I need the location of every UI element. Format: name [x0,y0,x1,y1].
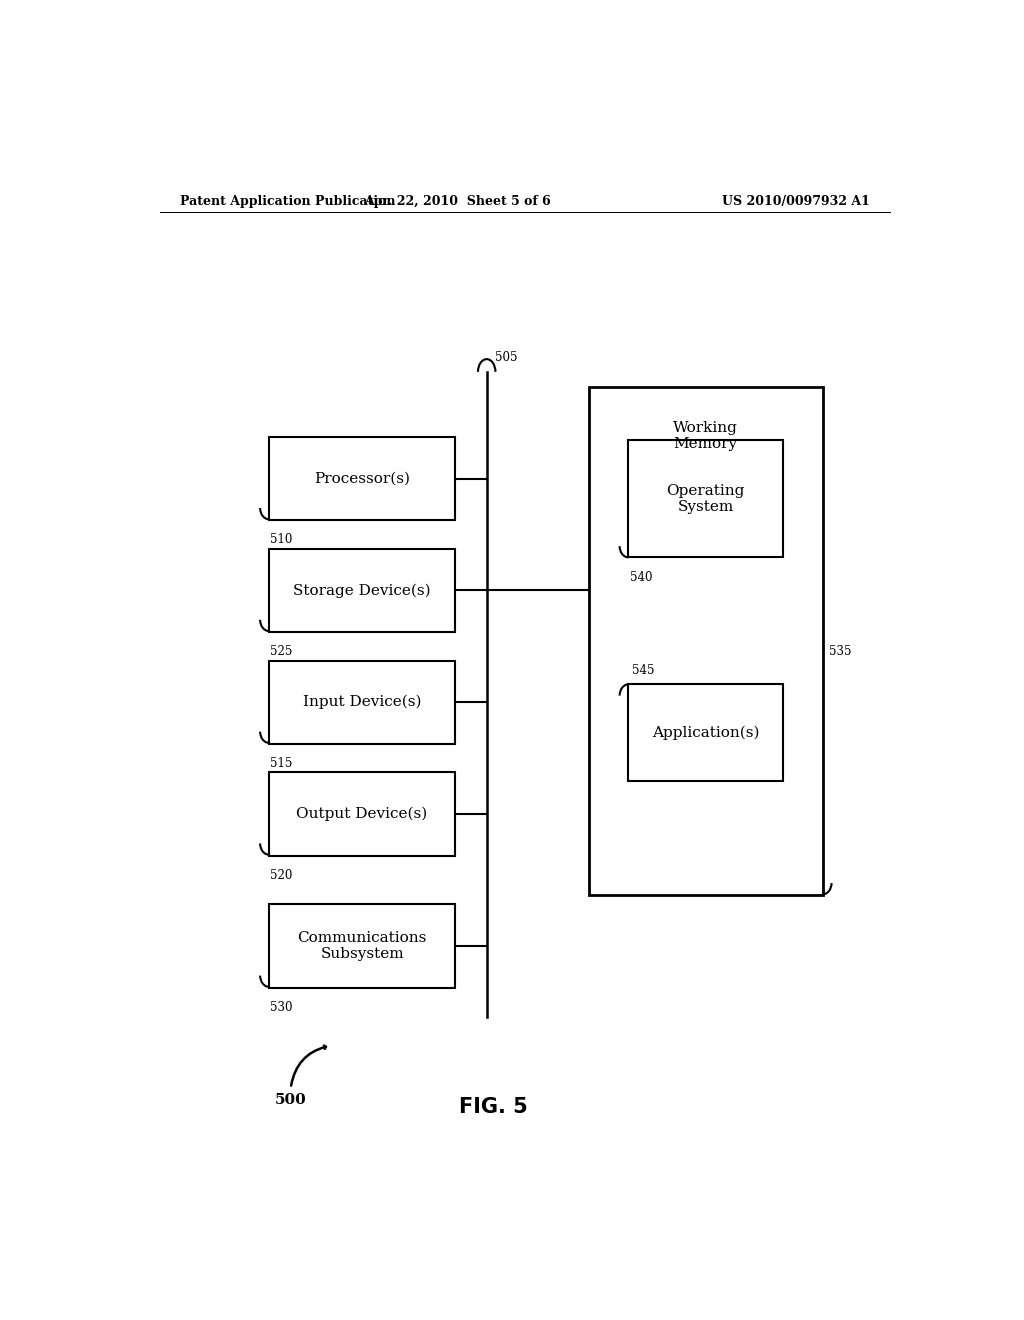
Text: 500: 500 [274,1093,306,1107]
Text: Output Device(s): Output Device(s) [297,807,428,821]
Bar [269,437,456,520]
Text: 510: 510 [270,533,293,546]
Bar [269,660,456,744]
Text: Storage Device(s): Storage Device(s) [293,583,431,598]
Bar [629,684,783,781]
Text: US 2010/0097932 A1: US 2010/0097932 A1 [722,194,870,207]
Text: Communications
Subsystem: Communications Subsystem [297,931,427,961]
Text: FIG. 5: FIG. 5 [459,1097,527,1117]
Text: 525: 525 [270,645,293,659]
Text: 545: 545 [632,664,654,677]
Bar [589,387,823,895]
Text: Application(s): Application(s) [652,726,760,741]
Bar [269,549,456,632]
Text: Operating
System: Operating System [667,484,744,513]
Text: Processor(s): Processor(s) [314,471,410,486]
Text: 535: 535 [829,645,852,657]
Text: 540: 540 [630,570,652,583]
Text: Patent Application Publication: Patent Application Publication [179,194,395,207]
Text: Input Device(s): Input Device(s) [303,694,421,709]
Text: 520: 520 [270,869,293,882]
Bar [629,441,783,557]
Text: Working
Memory: Working Memory [674,421,738,451]
Bar [269,904,456,987]
Text: 530: 530 [270,1001,293,1014]
Text: 505: 505 [495,351,517,364]
Text: Apr. 22, 2010  Sheet 5 of 6: Apr. 22, 2010 Sheet 5 of 6 [364,194,551,207]
Bar [269,772,456,855]
Text: 515: 515 [270,758,293,770]
